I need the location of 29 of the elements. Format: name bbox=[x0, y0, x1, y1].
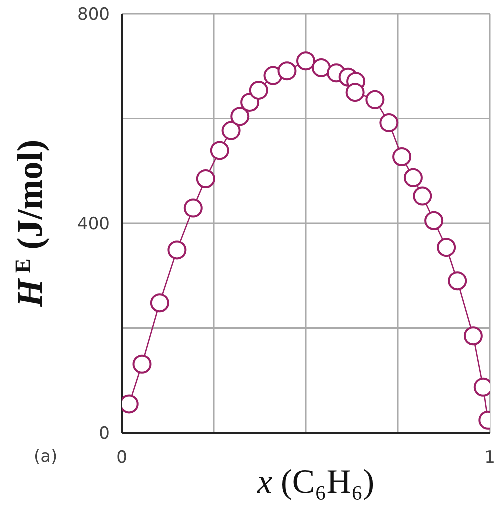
point bbox=[424, 211, 444, 230]
point bbox=[366, 90, 385, 110]
point bbox=[150, 294, 170, 313]
point bbox=[448, 272, 468, 291]
point bbox=[392, 147, 412, 166]
point bbox=[380, 113, 399, 132]
x-axis-title: x (C₆H₆) bbox=[256, 464, 375, 501]
point bbox=[312, 58, 331, 78]
point bbox=[210, 141, 230, 160]
point bbox=[464, 326, 483, 346]
point bbox=[230, 107, 250, 126]
point bbox=[346, 83, 365, 102]
x-tick-label: 1 bbox=[484, 448, 496, 468]
point bbox=[240, 93, 260, 112]
point bbox=[437, 238, 456, 258]
y-tick-label: 800 bbox=[78, 5, 110, 26]
point bbox=[184, 198, 203, 218]
point bbox=[404, 168, 423, 188]
y-tick-label: 0 bbox=[99, 424, 110, 444]
text: (a) bbox=[34, 447, 58, 467]
point bbox=[278, 62, 297, 81]
point bbox=[296, 52, 316, 71]
point bbox=[196, 169, 216, 188]
point bbox=[413, 186, 432, 206]
y-tick-label: 400 bbox=[78, 214, 110, 235]
point bbox=[132, 354, 152, 374]
point bbox=[249, 80, 268, 100]
point bbox=[222, 121, 241, 140]
point bbox=[168, 240, 187, 260]
